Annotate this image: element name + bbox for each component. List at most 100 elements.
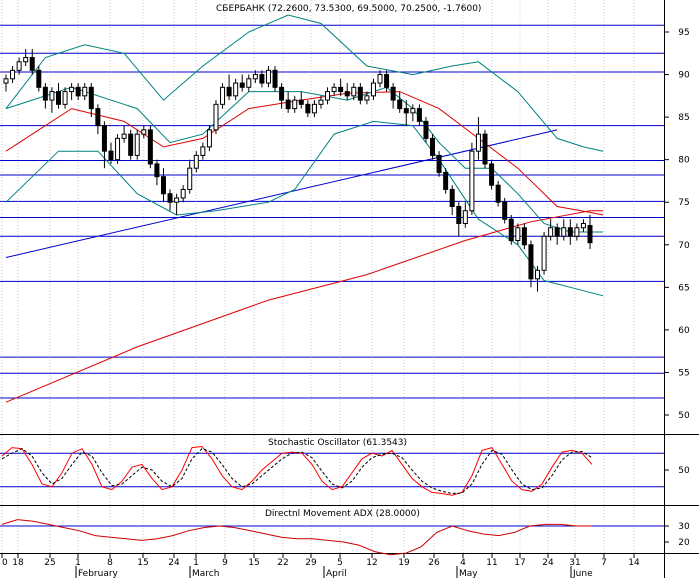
candle-body: [331, 86, 337, 93]
candle-body: [75, 86, 81, 97]
candle-body: [246, 78, 252, 88]
candle-body: [561, 227, 567, 237]
candle-body: [416, 108, 422, 122]
candle-body: [469, 150, 475, 212]
adx-y-tick-label: 20: [678, 538, 690, 548]
price-candle: [128, 129, 134, 160]
price-candle: [508, 214, 514, 245]
candle-body: [147, 129, 153, 165]
price-candle: [482, 129, 488, 169]
candle-body: [200, 146, 206, 156]
candle-body: [423, 120, 429, 139]
price-candle: [226, 74, 232, 101]
candle-body: [292, 99, 298, 110]
candle-body: [462, 210, 468, 225]
candle-body: [377, 74, 383, 84]
candle-body: [397, 99, 403, 110]
x-month-label: May: [459, 569, 478, 578]
candle-body: [528, 244, 534, 280]
candle-body: [272, 69, 278, 88]
x-day-tick-label: 15: [248, 558, 259, 568]
price-candle: [403, 100, 409, 126]
price-candle: [252, 70, 258, 84]
candle-body: [325, 91, 331, 101]
candle-body: [410, 108, 416, 114]
main-y-tick-label: 90: [678, 71, 690, 81]
candle-body: [554, 227, 560, 237]
candle-body: [69, 86, 75, 93]
x-day-tick-label: 14: [628, 558, 640, 568]
main-y-tick-label: 70: [678, 241, 690, 251]
price-candle: [548, 219, 554, 241]
stochastic-panel-title: Stochastic Oscillator (61.3543): [268, 438, 407, 448]
candle-body: [489, 163, 495, 186]
candle-body: [436, 154, 442, 173]
main-y-tick-label: 85: [678, 113, 689, 123]
price-candle: [344, 83, 350, 101]
candle-body: [62, 91, 68, 105]
main-y-tick-label: 95: [678, 28, 689, 38]
candle-body: [3, 78, 9, 84]
trendline: [5, 129, 558, 258]
candle-body: [456, 205, 462, 225]
candle-body: [174, 197, 180, 203]
price-candle: [101, 121, 107, 169]
candle-body: [344, 91, 350, 97]
price-candle: [331, 83, 337, 96]
candle-body: [226, 86, 232, 97]
price-candle: [23, 49, 29, 67]
price-candle: [449, 185, 455, 215]
price-candle: [554, 223, 560, 245]
candle-body: [541, 235, 547, 271]
x-day-tick-label: 1: [193, 558, 199, 568]
price-candle: [567, 219, 573, 245]
x-month-label: June: [572, 569, 593, 578]
price-candle: [42, 83, 48, 109]
main-y-tick-label: 55: [678, 368, 689, 378]
main-y-tick-label: 80: [678, 156, 690, 166]
main-y-tick-label: 60: [678, 326, 690, 336]
price-candle: [200, 142, 206, 160]
price-candle: [193, 151, 199, 173]
candle-body: [101, 125, 107, 152]
x-day-tick-label: 7: [601, 558, 607, 568]
candle-body: [475, 133, 481, 152]
price-candle: [410, 104, 416, 122]
price-candle: [259, 70, 265, 88]
price-candle: [69, 83, 75, 101]
candle-body: [384, 74, 390, 88]
candle-body: [82, 86, 88, 97]
x-day-tick-label: 0: [2, 558, 8, 568]
x-day-tick-label: 11: [486, 558, 497, 568]
price-candle: [265, 66, 271, 88]
price-candle: [351, 83, 357, 101]
price-candle: [167, 189, 173, 211]
candle-body: [259, 74, 265, 84]
price-candle: [36, 66, 42, 92]
price-candle: [115, 134, 121, 164]
price-candle: [370, 78, 376, 101]
price-candle: [416, 104, 422, 126]
x-day-tick-label: 24: [542, 558, 554, 568]
candle-body: [390, 86, 396, 101]
candle-body: [239, 82, 245, 88]
price-candle: [305, 100, 311, 118]
price-candle: [233, 78, 239, 101]
price-candle: [469, 142, 475, 215]
price-candle: [587, 214, 593, 250]
x-day-tick-label: 17: [514, 558, 525, 568]
price-candle: [160, 168, 166, 203]
price-candle: [489, 159, 495, 190]
price-candle: [279, 83, 285, 109]
candle-body: [285, 99, 291, 110]
price-candle: [3, 74, 9, 92]
candle-body: [16, 61, 22, 71]
x-day-tick-label: 5: [337, 558, 343, 568]
price-candle: [180, 185, 186, 203]
main-y-tick-label: 50: [678, 411, 690, 421]
price-candle: [423, 117, 429, 143]
adx-line: [1, 519, 592, 556]
candle-body: [521, 227, 527, 246]
